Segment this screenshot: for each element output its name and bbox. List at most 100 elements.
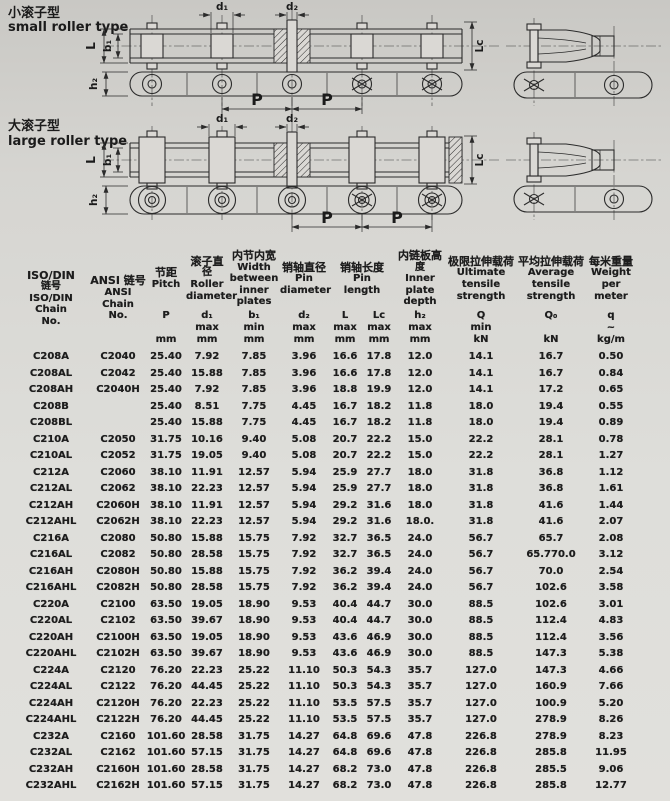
table-cell: 44.45	[191, 714, 223, 725]
col-header-pitch: 节距 Pitch	[151, 266, 181, 290]
table-row: C224AH C2120H 76.20 22.23 25.22 11.10 53.5 57.5…	[12, 696, 638, 713]
table-cell: 31.8	[468, 483, 494, 494]
table-cell: 46.9	[366, 631, 392, 643]
large-roller-label-en: large roller type	[8, 134, 127, 149]
table-row: C232AH C2160H 101.60 28.58 31.75 14.27 68.2 73.…	[12, 762, 638, 779]
table-cell: C216A	[33, 532, 69, 544]
table-cell: 17.2	[538, 384, 564, 395]
table-cell: 11.91	[191, 466, 223, 478]
table-cell: 0.89	[598, 417, 624, 428]
table-cell: 31.75	[150, 433, 182, 445]
table-row: C216AH C2080H 50.80 15.88 15.75 7.92 36.2 39.4 2…	[12, 564, 638, 581]
table-cell: 285.5	[535, 763, 567, 775]
table-cell: 1.44	[598, 499, 624, 511]
table-cell: 31.75	[238, 747, 270, 758]
table-cell: 31.75	[150, 450, 182, 461]
table-cell: C212AL	[29, 483, 73, 494]
table-cell: 11.8	[407, 417, 433, 428]
table-cell: 15.75	[238, 549, 270, 560]
table-cell: 39.4	[366, 582, 392, 593]
table-row: C208A C2040 25.40 7.92 7.85 3.96 16.6 17.8 12.0 1…	[12, 349, 638, 366]
small-roller-diagram: 小滚子型 small roller type d₂ d₁ L b₁	[8, 1, 662, 114]
table-row: C224A C2120 76.20 22.23 25.22 11.10 50.3 54.3 35…	[12, 663, 638, 680]
table-cell: 38.10	[150, 483, 182, 494]
unit-d2: mm	[293, 334, 315, 345]
table-cell: 0.65	[598, 384, 624, 395]
table-cell: 226.8	[465, 763, 497, 775]
table-row: C220A C2100 63.50 19.05 18.90 9.53 40.4 44.7 30.…	[12, 597, 638, 614]
table-row: C208AH C2040H 25.40 7.92 7.85 3.96 18.8 19.9 12.…	[12, 382, 638, 399]
table-cell: 28.1	[538, 433, 564, 445]
table-cell: 22.23	[191, 516, 223, 527]
table-cell: 47.8	[407, 780, 433, 791]
table-cell: 16.6	[332, 351, 358, 362]
table-cell: 70.0	[538, 565, 564, 577]
unit-Lc: mm	[368, 334, 390, 345]
table-cell: 11.10	[288, 714, 320, 725]
table-cell: 2.54	[598, 565, 624, 577]
table-cell: C212AHL	[25, 516, 77, 527]
table-cell: 25.22	[238, 697, 270, 709]
col-header-weight: 每米重量 Weight per meter	[589, 254, 633, 302]
table-row: C212A C2060 38.10 11.91 12.57 5.94 25.9 27.7 18.…	[12, 465, 638, 482]
table-cell: 112.4	[535, 631, 567, 643]
table-cell: 25.9	[332, 483, 358, 494]
table-cell: 5.08	[291, 433, 317, 445]
table-cell: C2120H	[96, 697, 140, 709]
unit-L: mm	[334, 334, 356, 345]
table-cell: 285.8	[535, 747, 567, 758]
unit-q: kg/m	[597, 334, 625, 345]
table-cell: 35.7	[407, 681, 433, 692]
dim-Lc-label: Lc	[474, 154, 486, 167]
table-cell: 18.2	[366, 417, 392, 428]
table-cell: 102.6	[535, 582, 567, 593]
table-cell: 50.3	[332, 664, 358, 676]
table-cell: 11.8	[407, 400, 433, 412]
table-cell: 18.90	[238, 648, 270, 659]
table-cell: 10.16	[191, 433, 223, 445]
table-cell: 50.80	[150, 532, 182, 544]
table-cell: C2080	[100, 532, 136, 544]
unit-d1: mm	[196, 334, 218, 345]
symbol-d2-max: d₂ max	[292, 310, 316, 333]
table-row: C216A C2080 50.80 15.88 15.75 7.92 32.7 36.5 24.…	[12, 531, 638, 548]
table-row: C210A C2050 31.75 10.16 9.40 5.08 20.7 22.2 15.0…	[12, 432, 638, 449]
table-cell: 15.88	[191, 367, 223, 379]
table-cell: 56.7	[468, 565, 494, 577]
table-cell: 64.8	[332, 747, 358, 758]
table-cell: 5.38	[598, 648, 624, 659]
table-cell: 127.0	[465, 714, 497, 725]
table-cell: 40.4	[332, 615, 358, 626]
symbol-L-max: L max	[333, 310, 357, 333]
table-cell: C220AHL	[25, 648, 77, 659]
table-cell: C232AHL	[25, 780, 77, 791]
table-cell: 40.4	[332, 598, 358, 610]
table-cell: 36.5	[366, 532, 392, 544]
table-cell: C208AL	[29, 367, 73, 379]
table-cell: 9.53	[291, 648, 317, 659]
col-header-iso-chain-no: ISO/DIN 链号 ISO/DIN Chain No.	[27, 268, 75, 327]
table-cell: 11.10	[288, 664, 320, 676]
table-cell: 18.0	[407, 466, 433, 478]
unit-pitch: mm	[155, 334, 177, 345]
dim-d1-label: d₁	[216, 113, 229, 125]
table-cell: 15.88	[191, 417, 223, 428]
col-header-ansi-chain-no: ANSI 链号 ANSI Chain No.	[90, 274, 146, 322]
dim-h2-label: h₂	[88, 78, 100, 90]
table-row: C216AHL C2082H 50.80 28.58 15.75 7.92 36.2 39.4…	[12, 580, 638, 597]
table-cell: 25.40	[150, 351, 182, 362]
table-cell: 29.2	[332, 499, 358, 511]
table-cell: 7.92	[291, 532, 317, 544]
table-cell: 101.60	[146, 763, 186, 775]
table-cell: 73.0	[366, 763, 392, 775]
table-row: C224AHL C2122H 76.20 44.45 25.22 11.10 53.5 57.…	[12, 712, 638, 729]
dim-Lc-label: Lc	[474, 40, 486, 53]
table-cell: 63.50	[150, 648, 182, 659]
table-cell: 11.10	[288, 681, 320, 692]
table-cell: 14.27	[288, 747, 320, 758]
table-cell: 1.61	[598, 483, 624, 494]
table-cell: 19.05	[191, 450, 223, 461]
table-cell: 31.75	[238, 730, 270, 742]
table-cell: 7.85	[241, 351, 267, 362]
dim-P-label: P	[321, 208, 333, 227]
